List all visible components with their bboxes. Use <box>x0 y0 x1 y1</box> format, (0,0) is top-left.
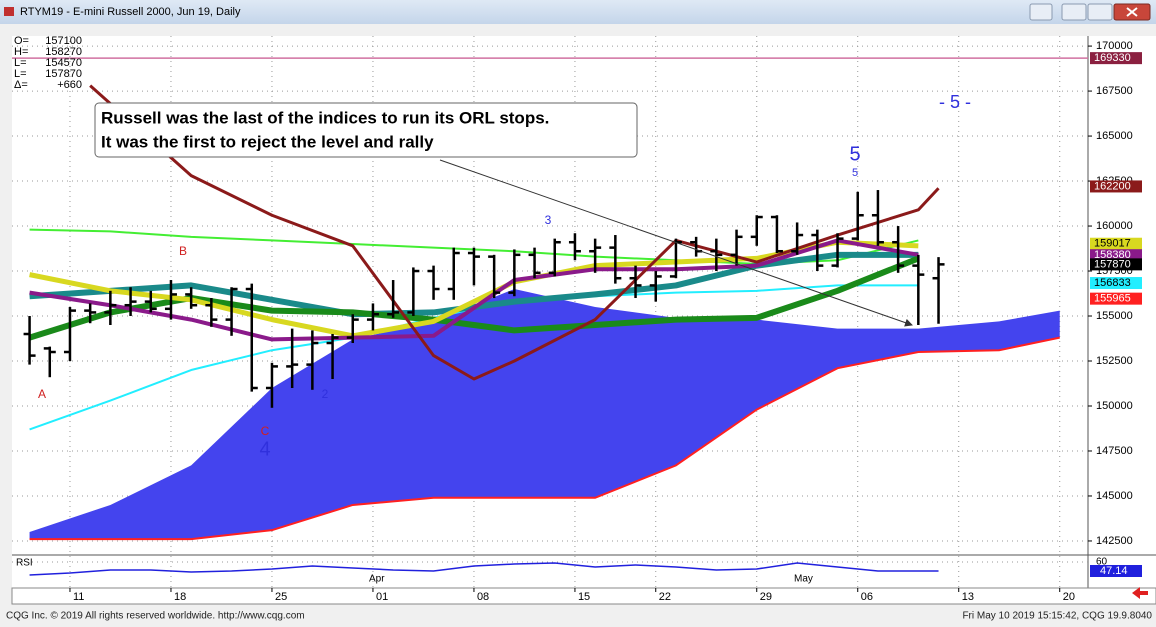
price-label-bg <box>1090 52 1142 65</box>
title-bar <box>0 0 1156 24</box>
month-label: Apr <box>369 574 385 585</box>
y-tick-label: 142500 <box>1096 535 1133 547</box>
x-tick-label: 11 <box>73 591 84 603</box>
x-tick-label: 01 <box>376 591 388 603</box>
info-value: 158270 <box>45 46 82 58</box>
cloud-area <box>29 289 1060 540</box>
info-label: Δ= <box>14 79 28 91</box>
y-tick-label: 160000 <box>1096 220 1133 232</box>
info-label: O= <box>14 35 29 47</box>
close-icon <box>1126 7 1138 17</box>
annotation-box <box>94 102 638 158</box>
price-label: 155965 <box>1094 293 1131 305</box>
window-title: RTYM19 - E-mini Russell 2000, Jun 19, Da… <box>20 6 241 18</box>
x-tick-label: 20 <box>1063 591 1075 603</box>
y-tick-label: 170000 <box>1096 40 1133 52</box>
y-tick-label: 150000 <box>1096 400 1133 412</box>
date-axis <box>11 587 1156 605</box>
y-tick-label: 165000 <box>1096 130 1133 142</box>
price-label-bg <box>1090 249 1142 262</box>
rsi-value-bg <box>1090 564 1142 577</box>
wave-label: 4 <box>259 438 270 460</box>
y-tick-label: 167500 <box>1096 85 1133 97</box>
wave-label: 5 <box>852 167 858 179</box>
annotation-arrow <box>439 159 913 327</box>
annotation-line: Russell was the last of the indices to r… <box>101 108 549 127</box>
x-tick-label: 29 <box>760 591 772 603</box>
rsi-value-label: 47.14 <box>1100 565 1128 577</box>
price-label-bg <box>1090 237 1142 250</box>
app-icon <box>4 7 14 16</box>
month-label: May <box>794 574 813 585</box>
wave-label: A <box>38 387 46 401</box>
price-label: 157870 <box>1094 258 1131 270</box>
info-label: H= <box>14 46 28 58</box>
rsi-tick-label: 60 <box>1096 557 1108 568</box>
price-label: 159017 <box>1094 238 1131 250</box>
price-label-bg <box>1090 292 1142 305</box>
info-label: L= <box>14 68 27 80</box>
info-value: 154570 <box>45 57 82 69</box>
info-value: +660 <box>57 79 82 91</box>
indicator-line <box>29 239 919 339</box>
x-tick-label: 08 <box>477 591 489 603</box>
info-value: 157870 <box>45 68 82 80</box>
price-label: 156833 <box>1094 277 1131 289</box>
annotation-line: It was the first to reject the level and… <box>101 132 434 151</box>
rsi-label: RSI <box>16 558 33 569</box>
price-label-bg <box>1090 277 1142 290</box>
price-label-bg <box>1090 180 1142 193</box>
minimize-button[interactable] <box>1061 3 1087 21</box>
x-tick-label: 13 <box>962 591 974 603</box>
info-label: L= <box>14 57 27 69</box>
x-tick-label: 25 <box>275 591 287 603</box>
wave-label: - 5 - <box>939 92 971 112</box>
wave-label: 2 <box>322 387 329 401</box>
wave-label: C <box>261 424 270 438</box>
wave-label: B <box>179 244 187 258</box>
price-label: 162200 <box>1094 180 1131 192</box>
footer-right: Fri May 10 2019 15:15:42, CQG 19.9.8040 <box>962 611 1152 622</box>
cloud-bottom-line <box>29 336 1060 541</box>
x-tick-label: 06 <box>861 591 873 603</box>
scroll-arrow[interactable] <box>1132 587 1148 599</box>
y-tick-label: 147500 <box>1096 445 1133 457</box>
x-tick-label: 18 <box>174 591 186 603</box>
x-tick-label: 15 <box>578 591 590 603</box>
wave-label: 3 <box>545 213 552 227</box>
y-tick-label: 155000 <box>1096 310 1133 322</box>
y-tick-label: 152500 <box>1096 355 1133 367</box>
footer-left: CQG Inc. © 2019 All rights reserved worl… <box>6 611 305 622</box>
rsi-line <box>29 562 939 576</box>
price-label: 158380 <box>1094 249 1131 261</box>
info-value: 157100 <box>45 35 82 47</box>
maximize-button[interactable] <box>1087 3 1113 21</box>
wave-label: 5 <box>849 143 860 165</box>
price-label-bg <box>1090 258 1142 271</box>
price-label: 169330 <box>1094 52 1131 64</box>
indicator-line <box>29 238 919 342</box>
x-tick-label: 22 <box>659 591 671 603</box>
pin-button[interactable] <box>1029 3 1053 21</box>
y-tick-label: 145000 <box>1096 490 1133 502</box>
